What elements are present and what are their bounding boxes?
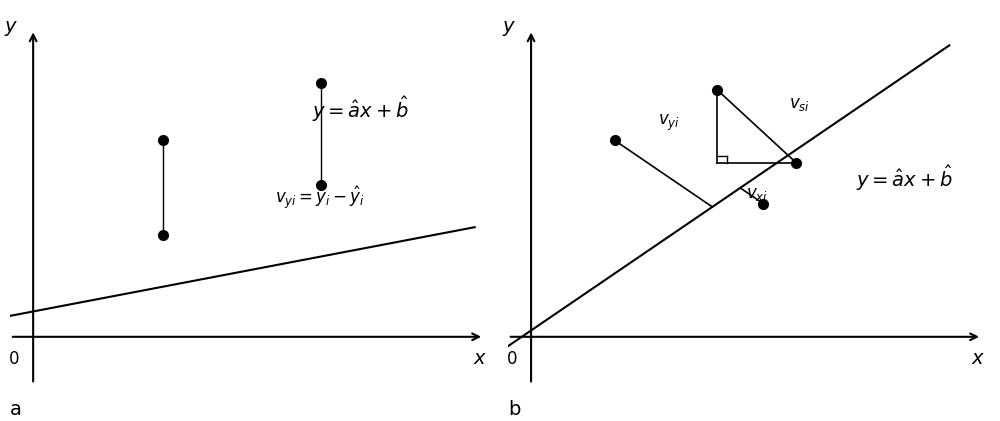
Text: $y = \hat{a}x + \hat{b}$: $y = \hat{a}x + \hat{b}$ [312,94,409,124]
Text: $v_{si}$: $v_{si}$ [789,96,810,114]
Text: x: x [971,349,983,368]
Text: $v_{xi}$: $v_{xi}$ [746,185,767,203]
Text: $y = \hat{a}x + \hat{b}$: $y = \hat{a}x + \hat{b}$ [856,163,953,193]
Text: y: y [502,17,514,36]
Text: x: x [474,349,485,368]
Text: y: y [4,17,16,36]
Text: 0: 0 [507,350,518,368]
Text: 0: 0 [9,350,20,368]
Text: $v_{yi} = y_i - \hat{y}_i$: $v_{yi} = y_i - \hat{y}_i$ [275,184,365,211]
Text: a: a [10,400,22,419]
Text: b: b [508,400,520,419]
Text: $v_{yi}$: $v_{yi}$ [658,113,680,133]
